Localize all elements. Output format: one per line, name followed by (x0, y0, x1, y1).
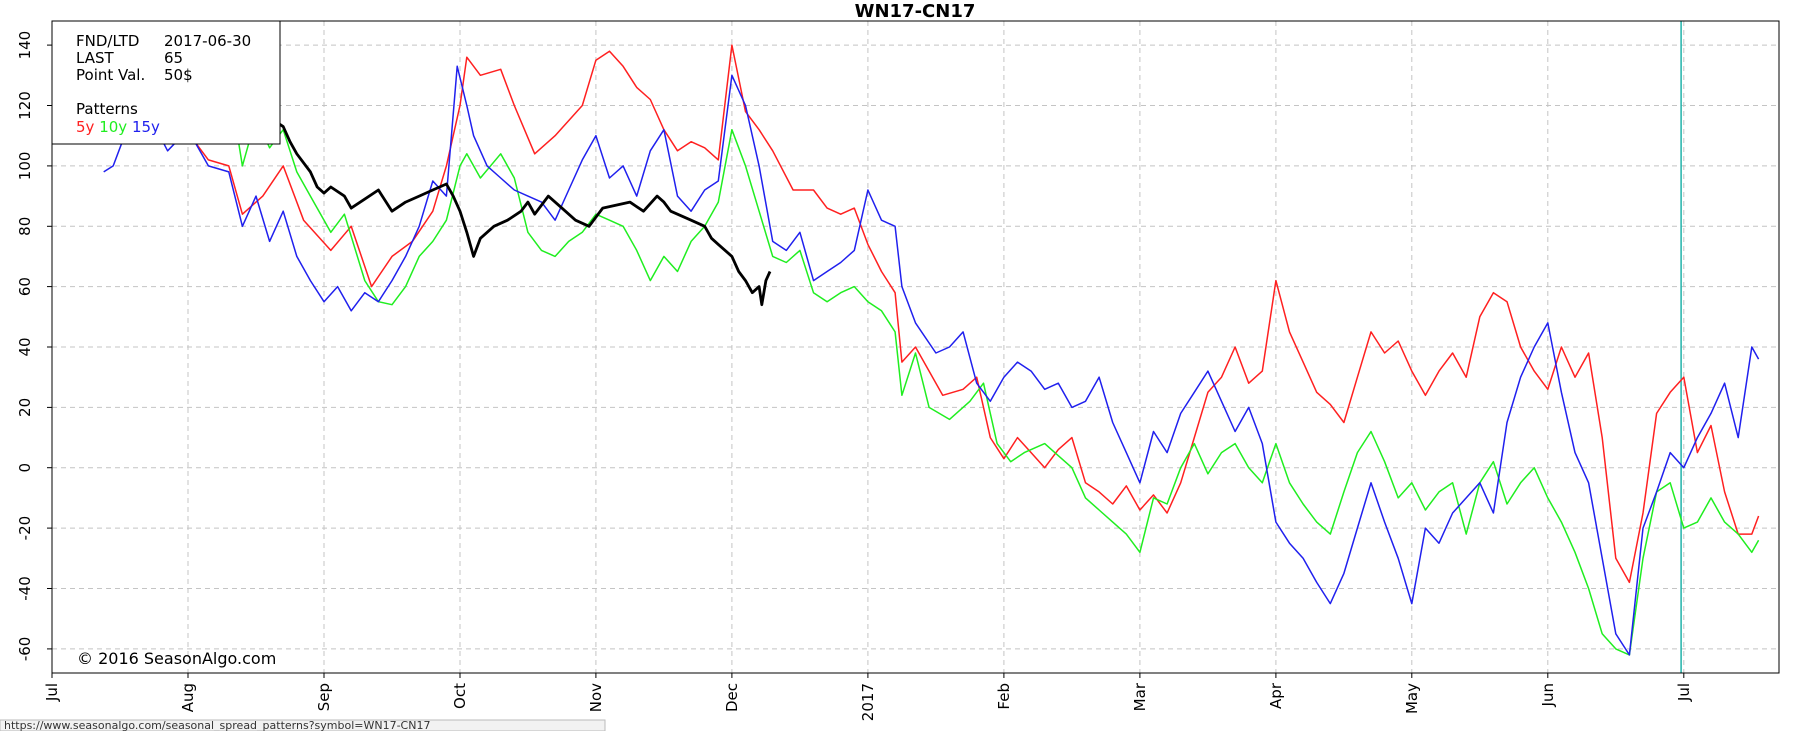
y-tick-label: 20 (16, 398, 34, 417)
last-value: 65 (164, 49, 183, 67)
series-lines (103, 44, 1760, 656)
y-tick-label: 80 (16, 217, 34, 236)
y-tick-label: -60 (16, 637, 34, 662)
grid (51, 21, 1779, 673)
y-tick-label: 0 (16, 463, 34, 473)
x-tick-label: Sep (315, 683, 333, 711)
status-bar (0, 719, 606, 731)
info-box-frame (51, 20, 281, 145)
y-tick-label: 60 (16, 277, 34, 296)
legend-item-5y: 5y (76, 118, 99, 136)
fnd-ltd-value: 2017-06-30 (164, 32, 251, 50)
series-5y-line (180, 44, 1760, 584)
y-tick-label: 120 (16, 91, 34, 120)
x-tick-label: Mar (1131, 682, 1149, 711)
x-tick-label: May (1403, 683, 1421, 714)
series-10y-line (228, 81, 1760, 656)
x-tick-label: Dec (723, 683, 741, 712)
last-label: LAST (76, 49, 114, 67)
y-tick-label: 100 (16, 152, 34, 181)
x-tick-label: Jun (1539, 683, 1557, 707)
x-tick-label: Oct (451, 683, 469, 709)
legend-item-15y: 15y (132, 118, 160, 136)
fnd-ltd-label: FND/LTD (76, 32, 139, 50)
x-tick-label: Nov (587, 683, 605, 712)
series-15y-line (103, 65, 1760, 656)
chart-title: WN17-CN17 (855, 1, 976, 22)
patterns-label: Patterns (76, 100, 138, 118)
x-axis-ticks: Jul Aug Sep Oct Nov Dec 2017 Feb Mar Apr May Jun Jul (43, 673, 1693, 721)
y-tick-label: -40 (16, 576, 34, 601)
point-value-label: Point Val. (76, 66, 145, 84)
info-box: FND/LTD 2017-06-30 LAST 65 Point Val. 50… (51, 20, 281, 145)
x-tick-label: 2017 (859, 683, 877, 721)
status-bar-url: https://www.seasonalgo.com/seasonal_spre… (4, 719, 430, 731)
x-tick-label: Aug (179, 683, 197, 712)
y-tick-label: -20 (16, 516, 34, 541)
series-current-line (234, 89, 772, 307)
y-tick-label: 40 (16, 337, 34, 356)
point-value-value: 50$ (164, 66, 193, 84)
copyright-text: © 2016 SeasonAlgo.com (77, 649, 276, 668)
x-tick-label: Jul (43, 683, 61, 702)
legend-item-10y: 10y (99, 118, 132, 136)
x-tick-label: Feb (995, 683, 1013, 710)
x-tick-label: Jul (1675, 683, 1693, 702)
x-tick-label: Apr (1267, 682, 1285, 709)
patterns-legend: 5y 10y 15y (76, 118, 160, 136)
y-axis-ticks: 140 120 100 80 60 40 20 0 -20 -40 -60 (16, 31, 52, 661)
y-tick-label: 140 (16, 31, 34, 60)
